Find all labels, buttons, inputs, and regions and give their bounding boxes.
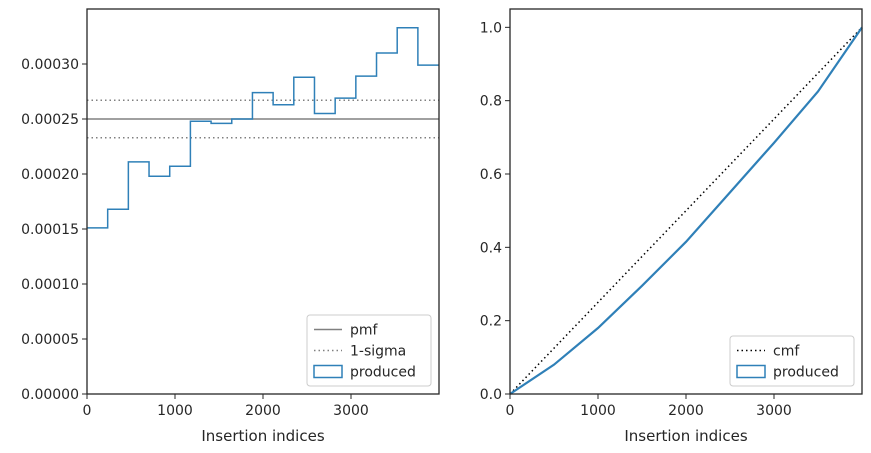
y-tick-label: 0.00025 [21,112,79,128]
x-tick-label: 0 [83,403,92,419]
cumulative-chart: 0 1000 2000 3000 0.0 0.2 0.4 0.6 0.8 1.0 Insertion… [480,8,863,445]
x-tick-label: 1000 [157,403,193,419]
x-axis-label: Insertion indices [201,427,324,445]
x-axis-label: Insertion indices [624,427,747,445]
legend-label: pmf [350,323,379,339]
legend-label: produced [773,365,839,381]
y-tick-label: 0.6 [480,167,502,183]
legend-swatch [313,364,343,379]
y-tick-label: 0.2 [480,314,502,330]
legend-label: 1-sigma [350,344,406,360]
histogram-chart: 0 1000 2000 3000 0.00000 0.00005 0.00010 0.0001… [21,8,440,445]
plot-frame [509,8,863,395]
cmf-line [509,26,863,395]
y-tick-label: 1.0 [480,20,502,36]
plot-frame [86,8,440,395]
y-tick-label: 0.4 [480,240,502,256]
legend: cmf produced [729,335,855,387]
produced-step-line [87,26,439,229]
y-tick-label: 0.00010 [21,277,79,293]
y-tick-label: 0.00020 [21,167,79,183]
produced-line [509,26,863,395]
produced-series [87,26,439,229]
x-tick-label: 0 [506,403,515,419]
y-tick-label: 0.00030 [21,57,79,73]
x-tick-label: 3000 [756,403,792,419]
legend: pmf 1-sigma produced [306,314,432,387]
y-tick-label: 0.0 [480,387,502,403]
y-tick-label: 0.8 [480,94,502,110]
y-tick-label: 0.00005 [21,332,79,348]
x-tick-label: 2000 [245,403,281,419]
x-tick-label: 1000 [580,403,616,419]
x-tick-label: 3000 [333,403,369,419]
y-tick-label: 0.00000 [21,387,79,403]
x-tick-label: 2000 [668,403,704,419]
legend-label: cmf [773,344,800,360]
legend-swatch [736,364,766,379]
y-tick-label: 0.00015 [21,222,79,238]
legend-box [729,335,855,387]
legend-label: produced [350,365,416,381]
legend-box [306,314,432,387]
